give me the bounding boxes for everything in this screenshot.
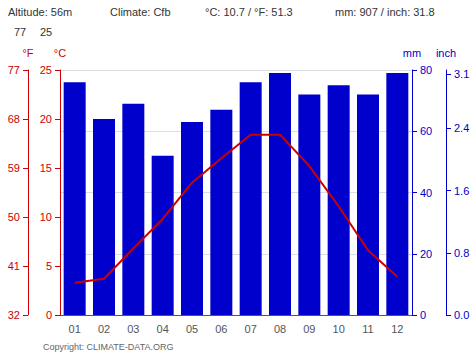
svg-text:mm: 907 / inch: 31.8: mm: 907 / inch: 31.8 bbox=[335, 6, 435, 18]
svg-text:10: 10 bbox=[40, 211, 52, 223]
svg-text:01: 01 bbox=[69, 323, 81, 335]
svg-text:0.0: 0.0 bbox=[454, 309, 469, 321]
svg-text:77: 77 bbox=[14, 26, 26, 38]
svg-text:07: 07 bbox=[245, 323, 257, 335]
svg-text:5: 5 bbox=[46, 260, 52, 272]
svg-text:1.6: 1.6 bbox=[454, 185, 469, 197]
svg-text:60: 60 bbox=[420, 125, 432, 137]
svg-text:59: 59 bbox=[8, 162, 20, 174]
svg-text:11: 11 bbox=[362, 323, 373, 335]
svg-text:03: 03 bbox=[127, 323, 139, 335]
svg-text:°C: °C bbox=[54, 47, 66, 59]
svg-text:3.1: 3.1 bbox=[454, 68, 469, 80]
svg-text:68: 68 bbox=[8, 113, 20, 125]
svg-text:50: 50 bbox=[8, 211, 20, 223]
svg-text:80: 80 bbox=[420, 64, 432, 76]
svg-text:Altitude: 56m: Altitude: 56m bbox=[8, 6, 72, 18]
svg-text:09: 09 bbox=[303, 323, 315, 335]
svg-text:0: 0 bbox=[420, 309, 426, 321]
svg-text:08: 08 bbox=[274, 323, 286, 335]
svg-text:77: 77 bbox=[8, 64, 20, 76]
svg-text:15: 15 bbox=[40, 162, 52, 174]
svg-text:32: 32 bbox=[8, 309, 20, 321]
svg-text:2.4: 2.4 bbox=[454, 122, 469, 134]
svg-text:°F: °F bbox=[22, 47, 33, 59]
svg-text:Copyright: CLIMATE-DATA.ORG: Copyright: CLIMATE-DATA.ORG bbox=[43, 342, 174, 352]
svg-text:0: 0 bbox=[46, 309, 52, 321]
svg-text:inch: inch bbox=[436, 47, 456, 59]
svg-text:25: 25 bbox=[40, 64, 52, 76]
svg-text:mm: mm bbox=[403, 47, 421, 59]
svg-text:Climate: Cfb: Climate: Cfb bbox=[110, 6, 171, 18]
svg-text:20: 20 bbox=[40, 113, 52, 125]
svg-text:02: 02 bbox=[98, 323, 110, 335]
svg-text:41: 41 bbox=[8, 260, 20, 272]
svg-text:04: 04 bbox=[157, 323, 169, 335]
svg-text:25: 25 bbox=[40, 26, 52, 38]
svg-text:40: 40 bbox=[420, 187, 432, 199]
svg-text:0.8: 0.8 bbox=[454, 247, 469, 259]
svg-text:05: 05 bbox=[186, 323, 198, 335]
svg-text:°C: 10.7 / °F: 51.3: °C: 10.7 / °F: 51.3 bbox=[205, 6, 293, 18]
svg-text:06: 06 bbox=[215, 323, 227, 335]
svg-text:20: 20 bbox=[420, 248, 432, 260]
svg-text:12: 12 bbox=[391, 323, 403, 335]
svg-text:10: 10 bbox=[333, 323, 345, 335]
